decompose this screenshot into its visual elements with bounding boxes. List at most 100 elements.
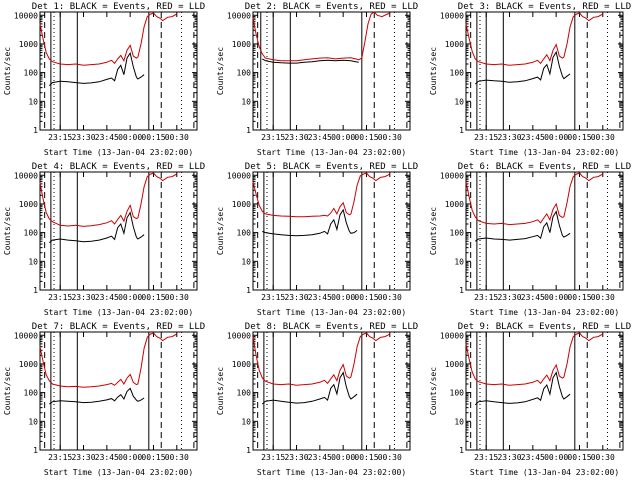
y-tick-label: 100 [237, 389, 252, 398]
y-tick-label: 10000 [440, 171, 464, 180]
plot-frame [252, 171, 411, 291]
y-tick-label: 1 [33, 286, 38, 295]
series-line-lld [465, 172, 604, 226]
x-tick-label: 23:30 [71, 133, 95, 142]
y-tick-label: 100 [24, 229, 39, 238]
x-tick-label: 23:15 [261, 453, 285, 462]
x-tick-label: 00:00 [331, 133, 355, 142]
y-tick-label: 1 [33, 446, 38, 455]
x-tick-label: 00:15 [567, 133, 591, 142]
x-tick-label: 00:30 [591, 133, 615, 142]
series-line-events [262, 208, 358, 237]
x-tick-label: 23:45 [521, 133, 545, 142]
chart-title: Det 4: BLACK = Events, RED = LLD [32, 162, 205, 172]
x-tick-label: 00:30 [378, 293, 402, 302]
chart-panel-5: Det 5: BLACK = Events, RED = LLD Counts/s… [216, 162, 418, 317]
plot-frame [465, 11, 624, 131]
x-tick-label: 23:15 [261, 133, 285, 142]
y-tick-label: 10 [454, 97, 464, 106]
series-line-events [262, 58, 359, 64]
series-line-events [474, 50, 571, 85]
y-tick-label: 100 [450, 389, 465, 398]
x-tick-label: 00:15 [567, 453, 591, 462]
x-tick-label: 23:45 [521, 453, 545, 462]
x-tick-label: 00:30 [165, 293, 189, 302]
x-tick-label: 23:45 [95, 293, 119, 302]
y-tick-label: 100 [24, 389, 39, 398]
x-axis-label: Start Time (13-Jan-04 23:02:00) [44, 308, 193, 317]
x-tick-label: 00:15 [141, 293, 165, 302]
y-tick-label: 10000 [440, 331, 464, 340]
y-tick-label: 10 [28, 97, 38, 106]
chart-title: Det 3: BLACK = Events, RED = LLD [458, 2, 631, 12]
chart-panel-7: Det 7: BLACK = Events, RED = LLD Counts/s… [3, 322, 205, 477]
y-tick-label: 10000 [14, 171, 38, 180]
x-tick-label: 23:30 [284, 293, 308, 302]
x-tick-label: 00:00 [544, 453, 568, 462]
y-tick-label: 10000 [227, 331, 251, 340]
chart-panel-3: Det 3: BLACK = Events, RED = LLD Counts/s… [429, 2, 631, 157]
y-tick-label: 1000 [445, 200, 464, 209]
y-tick-label: 10000 [14, 11, 38, 20]
y-tick-label: 1000 [445, 360, 464, 369]
x-tick-label: 23:45 [95, 133, 119, 142]
y-tick-label: 1 [246, 446, 251, 455]
x-tick-label: 23:45 [308, 133, 332, 142]
x-tick-label: 23:15 [474, 453, 498, 462]
chart-title: Det 6: BLACK = Events, RED = LLD [458, 162, 631, 172]
x-tick-label: 23:30 [71, 453, 95, 462]
x-axis-label: Start Time (13-Jan-04 23:02:00) [470, 468, 619, 477]
x-tick-label: 23:30 [284, 453, 308, 462]
x-tick-label: 00:00 [331, 293, 355, 302]
series-line-events [48, 211, 145, 243]
chart-panel-2: Det 2: BLACK = Events, RED = LLD Counts/s… [216, 2, 418, 157]
x-axis-label: Start Time (13-Jan-04 23:02:00) [257, 468, 406, 477]
x-tick-label: 23:30 [284, 133, 308, 142]
series-line-lld [39, 12, 178, 66]
x-tick-label: 23:15 [48, 133, 72, 142]
y-axis-label: Counts/sec [3, 47, 12, 95]
plot-frame [252, 11, 411, 131]
y-tick-label: 1000 [19, 200, 38, 209]
x-tick-label: 23:15 [48, 293, 72, 302]
x-tick-label: 23:45 [521, 293, 545, 302]
x-tick-label: 00:00 [544, 293, 568, 302]
y-tick-label: 10000 [227, 171, 251, 180]
plot-frame [39, 331, 198, 451]
x-tick-label: 23:30 [497, 293, 521, 302]
chart-title: Det 1: BLACK = Events, RED = LLD [32, 2, 205, 12]
series-line-lld [39, 332, 178, 388]
y-axis-label: Counts/sec [429, 47, 438, 95]
y-tick-label: 1 [459, 126, 464, 135]
x-tick-label: 23:30 [497, 453, 521, 462]
y-axis-label: Counts/sec [216, 367, 225, 415]
y-tick-label: 10 [241, 97, 251, 106]
y-tick-label: 1 [459, 446, 464, 455]
x-axis-label: Start Time (13-Jan-04 23:02:00) [470, 148, 619, 157]
y-tick-label: 1000 [232, 360, 251, 369]
x-tick-label: 00:00 [331, 453, 355, 462]
x-tick-label: 00:00 [118, 293, 142, 302]
series-line-events [475, 210, 571, 242]
series-line-events [474, 371, 571, 406]
y-tick-label: 1000 [19, 40, 38, 49]
series-line-lld [39, 172, 178, 227]
x-tick-label: 00:30 [591, 293, 615, 302]
y-tick-label: 1000 [445, 40, 464, 49]
chart-title: Det 2: BLACK = Events, RED = LLD [245, 2, 418, 12]
x-tick-label: 23:45 [95, 453, 119, 462]
plot-frame [252, 331, 411, 451]
y-tick-label: 100 [24, 69, 39, 78]
x-tick-label: 00:30 [378, 133, 402, 142]
plot-frame [39, 171, 198, 291]
chart-title: Det 7: BLACK = Events, RED = LLD [32, 322, 205, 332]
series-line-lld [465, 12, 604, 66]
plot-frame [465, 331, 624, 451]
plot-frame [39, 11, 198, 131]
x-tick-label: 00:15 [567, 293, 591, 302]
x-tick-label: 00:30 [378, 453, 402, 462]
y-tick-label: 1 [246, 126, 251, 135]
chart-panel-8: Det 8: BLACK = Events, RED = LLD Counts/s… [216, 322, 418, 477]
y-tick-label: 10 [454, 417, 464, 426]
y-tick-label: 1000 [232, 40, 251, 49]
